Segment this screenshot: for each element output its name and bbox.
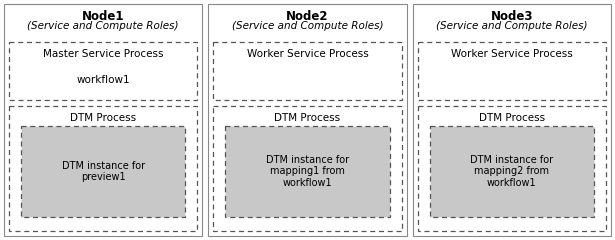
Bar [9,106,197,231]
Bar [4,4,202,236]
Text: Worker Service Process: Worker Service Process [451,49,573,59]
Bar [208,4,407,236]
Text: DTM Process: DTM Process [70,113,137,123]
Text: Worker Service Process: Worker Service Process [247,49,368,59]
Text: Node3: Node3 [491,10,533,23]
Text: Node1: Node1 [82,10,124,23]
Text: (Service and Compute Roles): (Service and Compute Roles) [28,21,179,31]
Text: (Service and Compute Roles): (Service and Compute Roles) [436,21,587,31]
Text: DTM Process: DTM Process [478,113,545,123]
Text: Node2: Node2 [286,10,329,23]
Bar [21,126,185,217]
Text: DTM instance for
mapping1 from
workflow1: DTM instance for mapping1 from workflow1 [266,155,349,188]
Bar [430,126,594,217]
Text: DTM instance for
mapping2 from
workflow1: DTM instance for mapping2 from workflow1 [470,155,554,188]
Text: DTM Process: DTM Process [274,113,341,123]
Text: (Service and Compute Roles): (Service and Compute Roles) [232,21,383,31]
Bar [9,42,197,100]
Text: workflow1: workflow1 [76,75,130,85]
Text: Master Service Process: Master Service Process [43,49,164,59]
Bar [413,4,611,236]
Bar [225,126,390,217]
Bar [418,42,606,100]
Bar [213,106,402,231]
Text: DTM instance for
preview1: DTM instance for preview1 [62,161,145,182]
Bar [213,42,402,100]
Bar [418,106,606,231]
